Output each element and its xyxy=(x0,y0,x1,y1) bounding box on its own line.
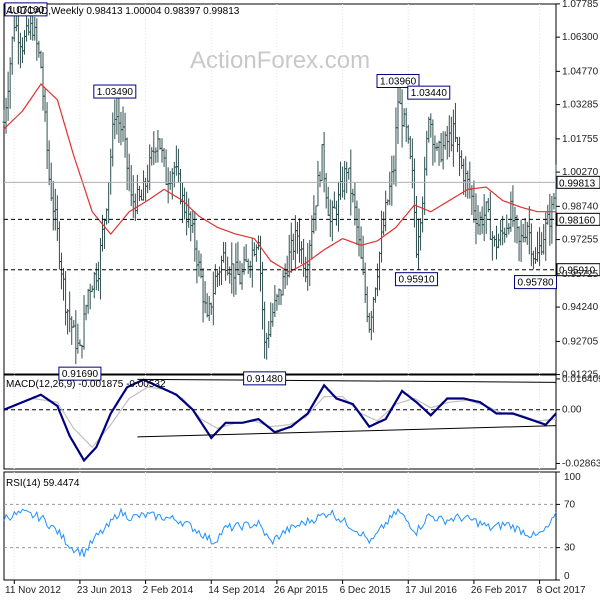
rsi-pane xyxy=(3,471,557,581)
y-tick-label: 1.01755 xyxy=(562,134,599,145)
y-tick-label: 0.95725 xyxy=(562,269,599,280)
x-tick-label: 26 Apr 2015 xyxy=(274,585,328,596)
price-annotation: 0.91480 xyxy=(247,374,284,385)
x-tick-label: 26 Feb 2017 xyxy=(471,585,528,596)
last-price-label-box xyxy=(556,175,600,189)
x-tick-label: 14 Sep 2014 xyxy=(208,585,265,596)
macd-y-tick-label: 0.016409 xyxy=(562,374,600,385)
y-tick-label: 0.94240 xyxy=(562,302,599,313)
macd-line xyxy=(3,378,557,463)
y-tick-label: 1.04770 xyxy=(562,66,599,77)
x-tick-label: 6 Dec 2015 xyxy=(340,585,392,596)
price-annotation-box xyxy=(93,84,137,99)
rsi-y-tick-label: 70 xyxy=(564,499,576,510)
price-annotation-box xyxy=(394,272,438,287)
price-annotation: 1.03490 xyxy=(97,87,134,98)
price-annotation-box xyxy=(376,74,420,89)
price-annotation-box xyxy=(58,366,102,381)
support-level-label: 0.98160 xyxy=(559,215,596,226)
price-annotation-box xyxy=(407,85,451,100)
y-tick-label: 1.06300 xyxy=(562,32,599,43)
price-annotation: 0.91690 xyxy=(62,369,99,380)
watermark: ActionForex.com xyxy=(190,47,370,74)
macd-y-tick-label: -0.028636 xyxy=(562,458,600,469)
moving-average-line xyxy=(3,83,556,273)
macd-trendline xyxy=(137,425,557,438)
y-tick-label: 0.97255 xyxy=(562,235,599,246)
y-tick-label: 0.91225 xyxy=(562,370,599,381)
y-tick-label: 1.03285 xyxy=(562,100,599,111)
y-tick-label: 1.00270 xyxy=(562,167,599,178)
macd-trendline xyxy=(137,378,557,383)
price-annotation-box xyxy=(513,275,557,290)
support-level-label-box xyxy=(556,212,600,226)
price-annotation: 1.03960 xyxy=(380,77,417,88)
rsi-y-tick-label: 30 xyxy=(564,543,576,554)
support-level-label: 0.95910 xyxy=(559,266,596,277)
y-tick-label: 1.07785 xyxy=(562,0,599,10)
price-annotation: 0.95780 xyxy=(517,278,554,289)
x-tick-label: 8 Oct 2017 xyxy=(537,585,586,596)
support-level-label-box xyxy=(556,263,600,277)
macd-panel-title: MACD(12,26,9) -0.001875 -0.00532 xyxy=(6,379,166,390)
price-annotation: 0.95910 xyxy=(398,275,435,286)
price-annotation: 1.07160 xyxy=(8,5,45,16)
y-tick-label: 0.92705 xyxy=(562,336,599,347)
macd-signal-line xyxy=(3,386,557,449)
rsi-line xyxy=(3,507,557,558)
rsi-y-tick-label: 0 xyxy=(564,571,570,582)
rsi-panel-title: RSI(14) 59.4474 xyxy=(6,478,80,489)
price-panel-title: AUDCAD,Weekly 0.98413 1.00004 0.98397 0.… xyxy=(6,6,240,17)
price-annotation-box xyxy=(4,2,48,17)
x-tick-label: 11 Nov 2012 xyxy=(5,585,61,596)
macd-pane xyxy=(3,374,557,470)
x-tick-label: 2 Feb 2014 xyxy=(143,585,194,596)
last-price-label: 0.99813 xyxy=(559,178,596,189)
y-tick-label: 0.98740 xyxy=(562,201,599,212)
x-tick-label: 17 Jul 2016 xyxy=(405,585,457,596)
macd-y-tick-label: 0.00 xyxy=(562,405,582,416)
x-tick-label: 23 Jun 2013 xyxy=(77,585,132,596)
rsi-y-tick-label: 100 xyxy=(564,472,581,483)
price-annotation: 1.03440 xyxy=(411,88,448,99)
price-annotation-box xyxy=(243,371,287,386)
